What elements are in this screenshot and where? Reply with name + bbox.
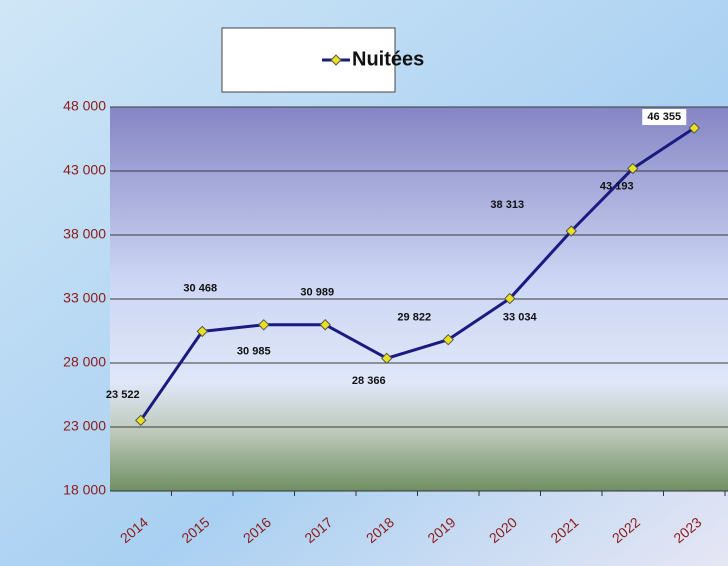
marker bbox=[381, 352, 393, 365]
marker bbox=[565, 225, 577, 237]
data-label: 30 989 bbox=[300, 287, 334, 299]
label-box bbox=[642, 109, 687, 126]
data-label: 30 985 bbox=[237, 346, 271, 358]
y-tick-label: 38 000 bbox=[63, 226, 106, 242]
marker bbox=[504, 292, 516, 305]
y-tick-label: 23 000 bbox=[63, 418, 106, 434]
y-tick-label: 48 000 bbox=[63, 98, 106, 114]
data-label: 38 313 bbox=[490, 199, 524, 211]
data-label: 43 193 bbox=[600, 180, 634, 192]
marker bbox=[258, 319, 270, 331]
data-label: 46 355 bbox=[647, 111, 681, 123]
y-tick-label: 28 000 bbox=[63, 354, 106, 370]
data-label: 23 522 bbox=[106, 389, 140, 401]
legend-box bbox=[221, 27, 396, 93]
y-tick-label: 33 000 bbox=[63, 290, 106, 306]
data-label: 28 366 bbox=[352, 375, 386, 387]
series-line bbox=[139, 126, 696, 422]
data-label: 29 822 bbox=[397, 312, 431, 324]
marker bbox=[627, 162, 639, 175]
y-tick-label: 18 000 bbox=[63, 482, 106, 498]
legend-label: Nuitées bbox=[352, 48, 424, 70]
marker bbox=[196, 325, 208, 338]
y-tick-label: 43 000 bbox=[63, 162, 106, 178]
marker bbox=[688, 122, 700, 134]
data-label: 33 034 bbox=[503, 311, 538, 323]
marker bbox=[135, 414, 147, 427]
marker bbox=[319, 319, 331, 331]
legend-marker bbox=[330, 54, 342, 66]
data-label: 30 468 bbox=[183, 282, 217, 294]
marker bbox=[442, 333, 454, 346]
